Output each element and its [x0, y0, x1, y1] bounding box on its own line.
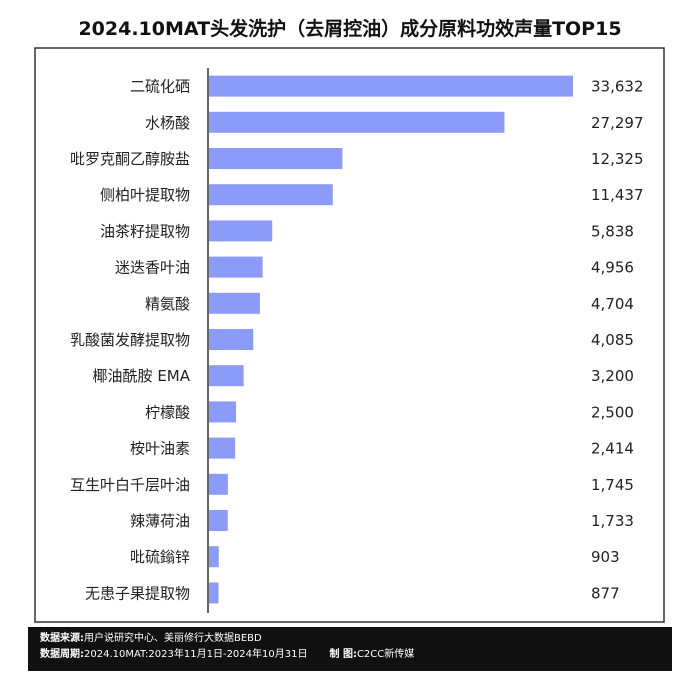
- category-label: 吡罗克酮乙醇胺盐: [70, 150, 190, 168]
- bar: [209, 329, 254, 350]
- value-label: 5,838: [591, 222, 634, 240]
- bar-chart: 二硫化硒 33,632 水杨酸 27,297 吡罗克酮乙醇胺盐 12,325 侧柏叶提取物 1…: [34, 47, 665, 623]
- value-label: 2,500: [591, 403, 634, 421]
- source-label: 数据来源:: [40, 633, 84, 644]
- bar: [209, 365, 244, 387]
- category-label: 柠檬酸: [145, 403, 190, 421]
- footer-period-line: 数据周期:2024.10MAT:2023年11月1日-2024年10月31日 制 …: [40, 647, 660, 663]
- bar: [209, 292, 260, 314]
- maker-value: C2CC新传媒: [356, 649, 415, 660]
- period-value: 2024.10MAT:2023年11月1日-2024年10月31日: [84, 649, 308, 660]
- bar: [209, 75, 573, 97]
- bar: [209, 510, 228, 531]
- category-label: 桉叶油素: [130, 440, 190, 458]
- category-label: 互生叶白千层叶油: [70, 476, 190, 494]
- category-label: 吡硫鎓锌: [130, 548, 190, 566]
- source-value: 用户说研究中心、美丽修行大数据BEBD: [84, 633, 262, 644]
- value-label: 11,437: [591, 186, 644, 204]
- period-label: 数据周期:: [40, 649, 84, 660]
- category-label: 侧柏叶提取物: [100, 186, 190, 204]
- bar: [209, 111, 505, 133]
- value-label: 4,704: [591, 295, 634, 313]
- category-label: 无患子果提取物: [85, 584, 190, 602]
- bar: [209, 546, 219, 568]
- value-label: 4,956: [591, 259, 634, 277]
- value-label: 27,297: [591, 114, 644, 132]
- footer-source-line: 数据来源:用户说研究中心、美丽修行大数据BEBD: [40, 631, 660, 647]
- category-label: 椰油酰胺 EMA: [93, 367, 191, 385]
- category-label: 迷迭香叶油: [115, 259, 190, 277]
- value-label: 877: [591, 584, 620, 602]
- footer: 数据来源:用户说研究中心、美丽修行大数据BEBD 数据周期:2024.10MAT…: [28, 627, 672, 671]
- category-label: 水杨酸: [145, 114, 190, 132]
- category-label: 精氨酸: [145, 295, 190, 313]
- value-label: 12,325: [591, 150, 644, 168]
- chart-title: 2024.10MAT头发洗护（去屑控油）成分原料功效声量TOP15: [78, 18, 622, 40]
- value-label: 33,632: [591, 78, 644, 96]
- bar: [209, 473, 228, 495]
- value-label: 2,414: [591, 440, 634, 458]
- bar: [209, 582, 219, 604]
- bar: [209, 401, 237, 423]
- bar: [209, 184, 333, 206]
- bar: [209, 437, 236, 459]
- maker-label: 制 图:: [329, 649, 357, 660]
- bar: [209, 148, 343, 169]
- value-label: 1,745: [591, 476, 634, 494]
- value-label: 4,085: [591, 331, 634, 349]
- value-label: 1,733: [591, 512, 634, 530]
- category-label: 乳酸菌发酵提取物: [70, 331, 190, 349]
- category-label: 二硫化硒: [130, 78, 190, 96]
- category-label: 油茶籽提取物: [100, 222, 190, 240]
- bar: [209, 256, 263, 278]
- value-label: 903: [591, 548, 620, 566]
- plot-frame: [34, 47, 665, 623]
- category-label: 辣薄荷油: [130, 512, 190, 530]
- bar: [209, 220, 273, 242]
- value-label: 3,200: [591, 367, 634, 385]
